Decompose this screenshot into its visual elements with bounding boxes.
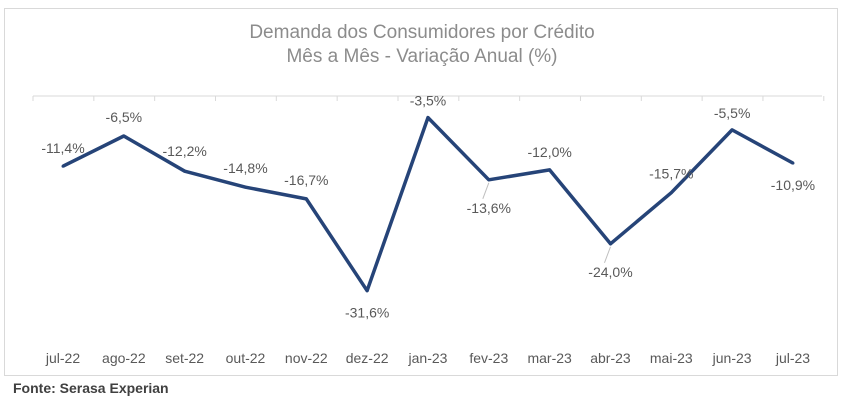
x-tick-label: abr-23 <box>590 350 631 366</box>
data-label: -6,5% <box>106 109 143 125</box>
data-point <box>730 128 734 132</box>
x-tick-label: jul-23 <box>775 350 810 366</box>
x-tick-label: out-22 <box>226 350 266 366</box>
data-label: -5,5% <box>714 105 751 121</box>
data-label: -11,4% <box>41 140 84 156</box>
x-tick-label: set-22 <box>165 350 204 366</box>
data-point <box>608 242 612 246</box>
source-note: Fonte: Serasa Experian <box>13 380 169 396</box>
label-leader-line <box>604 246 611 264</box>
data-label: -12,0% <box>527 144 571 160</box>
data-point <box>791 161 795 165</box>
x-tick-label: jul-22 <box>45 350 80 366</box>
x-tick-label: mar-23 <box>527 350 572 366</box>
data-point <box>426 116 430 120</box>
x-tick-label: fev-23 <box>469 350 508 366</box>
data-point <box>183 169 187 173</box>
x-tick-label: ago-22 <box>102 350 146 366</box>
data-point <box>365 289 369 293</box>
chart-title-line1: Demanda dos Consumidores por Crédito <box>249 22 595 43</box>
label-leader-line <box>482 182 490 199</box>
x-tick-label: jan-23 <box>408 350 448 366</box>
data-label: -10,9% <box>771 177 815 193</box>
chart-frame: Demanda dos Consumidores por Crédito Mês… <box>4 8 838 376</box>
data-point <box>304 197 308 201</box>
data-point <box>487 178 491 182</box>
chart-subtitle: Mês a Mês - Variação Anual (%) <box>286 46 558 67</box>
data-point <box>122 134 126 138</box>
data-label: -15,7% <box>649 166 693 182</box>
data-label: -14,8% <box>223 160 267 176</box>
x-tick-label: nov-22 <box>285 350 328 366</box>
x-tick-label: mai-23 <box>650 350 693 366</box>
data-point <box>669 191 673 195</box>
x-tick-label: dez-22 <box>346 350 389 366</box>
data-label: -31,6% <box>345 305 389 321</box>
x-tick-label: jun-23 <box>712 350 752 366</box>
data-point <box>243 185 247 189</box>
data-point <box>61 164 65 168</box>
data-label: -24,0% <box>588 264 632 280</box>
data-label: -13,6% <box>467 200 511 216</box>
data-point <box>548 168 552 172</box>
data-label: -12,2% <box>162 143 206 159</box>
data-label: -3,5% <box>410 93 447 109</box>
data-label: -16,7% <box>284 172 328 188</box>
chart-title: Demanda dos Consumidores por Crédito Mês… <box>5 21 839 69</box>
